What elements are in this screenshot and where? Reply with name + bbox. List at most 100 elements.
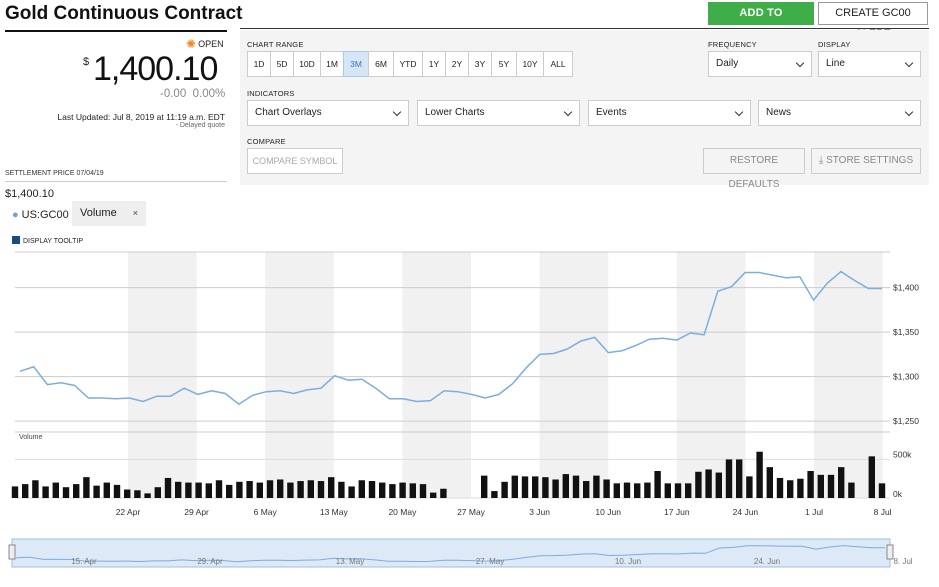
date-axis-label: 8 Jul: [874, 507, 892, 517]
events-select[interactable]: Events: [588, 100, 751, 126]
header-divider: [240, 28, 929, 29]
display-tooltip-toggle[interactable]: DISPLAY TOOLTIP: [12, 236, 83, 245]
volume-bar: [73, 484, 80, 499]
volume-bar: [42, 486, 49, 499]
lower-charts-value: Lower Charts: [425, 107, 485, 118]
volume-bar: [175, 481, 182, 498]
volume-bar: [705, 469, 712, 498]
news-value: News: [766, 107, 792, 118]
display-select[interactable]: Line: [818, 51, 921, 77]
volume-bar: [817, 474, 824, 498]
range-button-1d[interactable]: 1D: [247, 51, 271, 77]
volume-bar: [787, 480, 794, 498]
volume-bar: [32, 480, 39, 498]
volume-bar: [838, 467, 845, 499]
display-value: Line: [826, 58, 845, 69]
range-button-ytd[interactable]: YTD: [393, 51, 423, 77]
compare-symbol-input[interactable]: COMPARE SYMBOL: [247, 148, 343, 174]
navigator-right-handle[interactable]: [886, 544, 894, 560]
volume-bar: [256, 482, 263, 498]
volume-bar: [93, 485, 100, 498]
range-button-1y[interactable]: 1Y: [422, 51, 446, 77]
volume-bar: [164, 477, 172, 499]
price-axis-label: $1,350: [893, 327, 919, 337]
settlement-value: $1,400.10: [5, 188, 54, 200]
volume-bar: [185, 482, 192, 498]
chart-overlays-select[interactable]: Chart Overlays: [247, 100, 409, 126]
navigator-date-label: 8. Jul: [893, 557, 912, 566]
range-button-10d[interactable]: 10D: [293, 51, 321, 77]
navigator-date-label: 27. May: [476, 557, 504, 566]
checkbox-icon[interactable]: [12, 236, 20, 244]
frequency-value: Daily: [716, 58, 739, 69]
volume-bar: [236, 481, 243, 498]
market-status-label: OPEN: [198, 39, 224, 49]
create-alert-button[interactable]: CREATE GC00 ALERT: [818, 2, 928, 40]
range-button-all[interactable]: ALL: [543, 51, 573, 77]
date-axis-label: 13 May: [320, 507, 349, 517]
volume-bar: [715, 472, 722, 499]
news-select[interactable]: News: [758, 100, 921, 126]
page-title: Gold Continuous Contract: [5, 3, 243, 24]
lower-charts-select[interactable]: Lower Charts: [417, 100, 580, 126]
volume-bar: [481, 475, 488, 499]
date-axis-label: 3 Jun: [529, 507, 550, 517]
volume-bar: [379, 482, 386, 498]
change-value: -0.00: [160, 88, 187, 100]
volume-bar: [317, 481, 325, 499]
volume-bar: [511, 475, 518, 499]
compare-label: COMPARE: [247, 137, 286, 146]
range-button-5y[interactable]: 5Y: [491, 51, 517, 77]
legend-series[interactable]: ● US:GC00: [12, 209, 69, 221]
last-updated: Last Updated: Jul 8, 2019 at 11:19 a.m. …: [57, 112, 225, 122]
volume-bar: [756, 451, 763, 499]
market-status: ✺ OPEN: [186, 37, 224, 51]
week-band: [539, 252, 609, 498]
volume-bar: [430, 492, 437, 498]
remove-volume-icon[interactable]: ×: [132, 208, 138, 218]
download-icon: ⤓: [818, 155, 824, 166]
range-button-6m[interactable]: 6M: [368, 51, 394, 77]
date-axis-label: 22 Apr: [116, 507, 141, 517]
volume-bar: [572, 475, 580, 499]
price-chart[interactable]: Volume $1,250 $1,300 $1,350 $1,400 0k 500k 22 …: [0, 248, 939, 587]
date-axis-label: 20 May: [388, 507, 417, 517]
volume-bar: [287, 482, 294, 498]
store-settings-label: STORE SETTINGS: [826, 155, 914, 166]
indicators-label: INDICATORS: [247, 89, 295, 98]
frequency-label: FREQUENCY: [708, 40, 757, 49]
change-percent: 0.00%: [192, 88, 226, 100]
add-to-watchlist-button[interactable]: ADD TO WATCHLIST: [708, 2, 814, 42]
range-button-1m[interactable]: 1M: [320, 51, 344, 77]
frequency-select[interactable]: Daily: [708, 51, 812, 77]
store-settings-button[interactable]: ⤓ STORE SETTINGS: [811, 148, 921, 174]
navigator[interactable]: 15. Apr 29. Apr 13. May 27. May 10. Jun 24. J…: [8, 538, 913, 568]
chevron-down-icon: [392, 107, 402, 117]
week-band: [676, 252, 746, 498]
price-axis-label: $1,400: [893, 283, 919, 293]
volume-bar: [11, 486, 19, 499]
volume-bar: [766, 467, 773, 499]
range-button-10y[interactable]: 10Y: [516, 51, 544, 77]
volume-bar: [348, 486, 355, 499]
navigator-left-handle[interactable]: [8, 544, 16, 560]
range-button-3y[interactable]: 3Y: [468, 51, 492, 77]
date-axis-label: 6 May: [254, 507, 278, 517]
restore-defaults-button[interactable]: RESTORE DEFAULTS: [703, 148, 805, 190]
volume-bar: [134, 490, 141, 498]
range-button-2y[interactable]: 2Y: [445, 51, 469, 77]
volume-bar: [878, 483, 886, 499]
range-button-5d[interactable]: 5D: [270, 51, 294, 77]
chevron-down-icon: [904, 107, 914, 117]
volume-axis-label: 500k: [893, 449, 912, 459]
volume-bar: [868, 456, 875, 499]
volume-bar: [603, 479, 610, 498]
price-axis-label: $1,250: [893, 416, 919, 426]
volume-bar: [368, 481, 376, 499]
volume-bar: [644, 482, 651, 498]
navigator-date-label: 24. Jun: [754, 557, 780, 566]
week-band: [265, 252, 334, 498]
range-button-3m[interactable]: 3M: [343, 51, 369, 77]
volume-bar: [695, 471, 702, 498]
volume-bar: [593, 475, 600, 499]
